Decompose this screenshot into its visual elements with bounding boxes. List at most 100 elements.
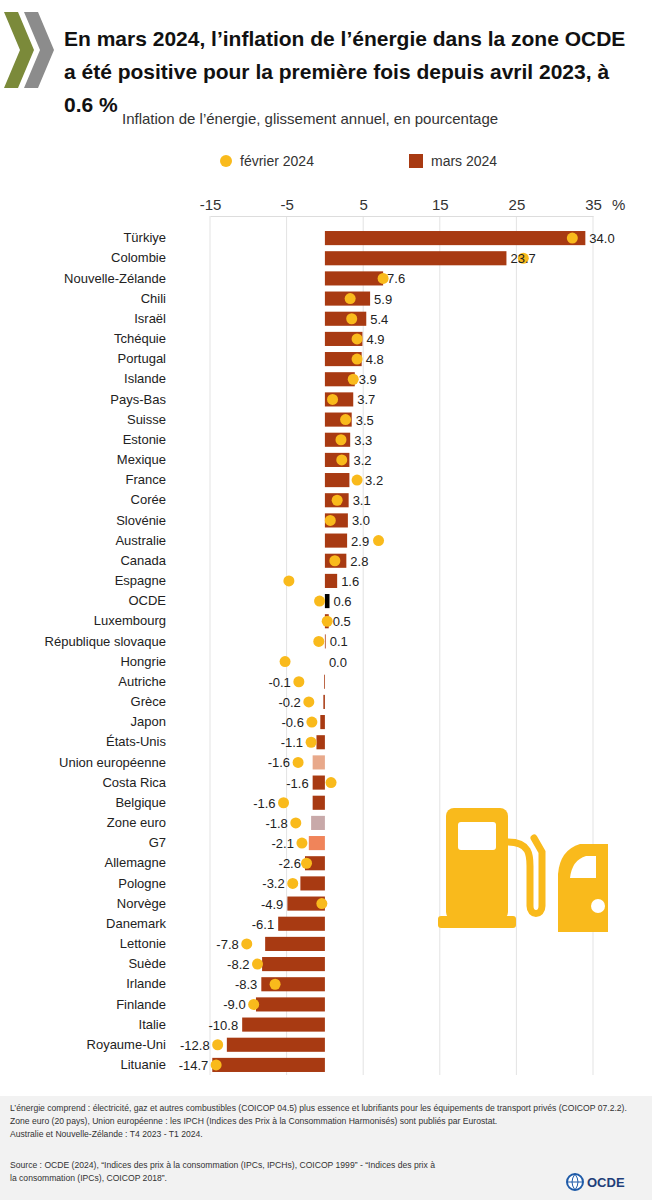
data-label: 5.9 bbox=[374, 292, 392, 307]
bar bbox=[325, 231, 585, 245]
source: Source : OCDE (2024), “Indices des prix … bbox=[10, 1160, 435, 1170]
point bbox=[352, 333, 363, 344]
y-tick-label: Lettonie bbox=[120, 936, 166, 951]
point bbox=[306, 717, 317, 728]
grid-line bbox=[439, 216, 440, 1075]
point bbox=[352, 475, 363, 486]
icon-part bbox=[570, 856, 596, 878]
data-label: -8.3 bbox=[235, 977, 257, 992]
bar bbox=[313, 755, 325, 769]
y-tick-label: Islande bbox=[124, 371, 166, 386]
data-label: 3.9 bbox=[359, 372, 377, 387]
y-tick-label: Portugal bbox=[118, 351, 167, 366]
y-tick-label: Lituanie bbox=[120, 1057, 166, 1072]
y-tick-label: Union européenne bbox=[59, 755, 166, 770]
data-label: -0.1 bbox=[268, 675, 290, 690]
y-tick-label: Grèce bbox=[131, 694, 166, 709]
data-label: 2.8 bbox=[350, 554, 368, 569]
bar bbox=[325, 392, 353, 406]
y-tick: Colombie bbox=[111, 250, 166, 265]
data-label: 3.2 bbox=[365, 473, 383, 488]
data-label: -3.2 bbox=[262, 876, 284, 891]
bar bbox=[316, 735, 324, 749]
data-label: -1.1 bbox=[281, 735, 303, 750]
bar bbox=[300, 876, 325, 890]
point bbox=[241, 938, 252, 949]
data-label: 0.0 bbox=[329, 655, 347, 670]
icon-part bbox=[558, 844, 608, 932]
data-label: 3.5 bbox=[356, 413, 374, 428]
y-tick: Mexique bbox=[117, 452, 166, 467]
bar bbox=[325, 292, 370, 306]
bar bbox=[311, 816, 325, 830]
bar bbox=[278, 917, 325, 931]
x-tick-label: 25 bbox=[509, 196, 526, 213]
y-tick: Danemark bbox=[106, 916, 166, 931]
logo-chevrons bbox=[4, 12, 54, 88]
y-tick-label: Slovénie bbox=[116, 513, 166, 528]
oecd-logo: OCDE bbox=[567, 1174, 625, 1190]
data-label: -14.7 bbox=[179, 1058, 209, 1073]
y-axis: Türkiye Colombie Nouvelle-Zélande Chili Isra… bbox=[45, 230, 167, 1072]
bar bbox=[262, 957, 325, 971]
note: L’énergie comprend : électricité, gaz et… bbox=[10, 1103, 627, 1113]
subtitle: Inflation de l’énergie, glissement annue… bbox=[122, 110, 498, 127]
data-label: 2.9 bbox=[351, 534, 369, 549]
y-tick-label: Canada bbox=[120, 553, 166, 568]
y-tick-label: France bbox=[126, 472, 166, 487]
notes: L’énergie comprend : électricité, gaz et… bbox=[10, 1103, 627, 1183]
y-tick: Tchéquie bbox=[114, 331, 166, 346]
y-tick-label: Norvège bbox=[117, 896, 166, 911]
y-tick: Türkiye bbox=[123, 230, 166, 245]
y-tick: Allemagne bbox=[105, 855, 166, 870]
bar bbox=[325, 433, 350, 447]
y-tick-label: Allemagne bbox=[105, 855, 166, 870]
bar bbox=[325, 513, 348, 527]
bar bbox=[261, 977, 325, 991]
bar bbox=[325, 352, 362, 366]
data-label: 4.9 bbox=[366, 332, 384, 347]
chevron bbox=[24, 12, 54, 88]
y-tick-label: Estonie bbox=[123, 432, 166, 447]
data-label: -10.8 bbox=[209, 1018, 239, 1033]
icon-part bbox=[446, 808, 508, 920]
y-tick: Zone euro bbox=[107, 815, 166, 830]
y-tick-label: Pologne bbox=[118, 876, 166, 891]
y-tick: Royaume-Uni bbox=[87, 1037, 167, 1052]
y-tick-label: République slovaque bbox=[45, 634, 166, 649]
y-tick-label: Japon bbox=[131, 714, 166, 729]
bar bbox=[325, 271, 383, 285]
icon-part bbox=[591, 899, 605, 913]
y-tick: Costa Rica bbox=[102, 775, 166, 790]
y-tick: OCDE bbox=[128, 593, 166, 608]
y-tick: Hongrie bbox=[120, 654, 166, 669]
y-tick: Israël bbox=[134, 311, 166, 326]
y-tick: Islande bbox=[124, 371, 166, 386]
y-tick-label: Türkiye bbox=[123, 230, 166, 245]
y-tick-label: Royaume-Uni bbox=[87, 1037, 167, 1052]
y-tick-label: Nouvelle-Zélande bbox=[64, 271, 166, 286]
y-tick-label: Italie bbox=[139, 1017, 166, 1032]
title-group: En mars 2024, l’inflation de l’énergie d… bbox=[64, 27, 625, 116]
y-tick: Belgique bbox=[115, 795, 166, 810]
grid-line bbox=[516, 216, 517, 1075]
y-tick: Chili bbox=[141, 291, 166, 306]
point bbox=[287, 878, 298, 889]
x-tick: 5 bbox=[360, 196, 368, 216]
y-tick: Luxembourg bbox=[94, 613, 166, 628]
point bbox=[322, 616, 333, 627]
note: Australie et Nouvelle-Zélande : T4 2023 … bbox=[10, 1129, 203, 1139]
y-tick-label: Danemark bbox=[106, 916, 166, 931]
data-label: 3.0 bbox=[352, 513, 370, 528]
x-tick: 15 bbox=[432, 196, 449, 216]
point bbox=[313, 636, 324, 647]
point bbox=[336, 454, 347, 465]
point bbox=[352, 354, 363, 365]
y-tick-label: Zone euro bbox=[107, 815, 166, 830]
y-tick-label: Chili bbox=[141, 291, 166, 306]
x-axis: -15-55152535 bbox=[200, 196, 602, 217]
y-tick: Norvège bbox=[117, 896, 166, 911]
point bbox=[314, 596, 325, 607]
data-label: -0.2 bbox=[278, 695, 300, 710]
y-tick-label: Australie bbox=[115, 533, 166, 548]
